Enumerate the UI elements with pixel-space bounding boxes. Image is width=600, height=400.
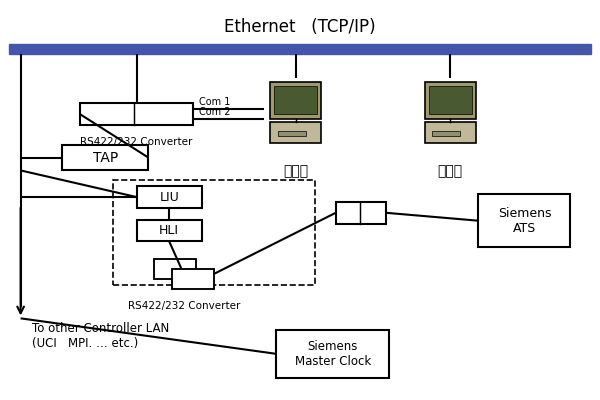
Bar bbox=[425, 82, 476, 119]
Bar bbox=[62, 145, 148, 170]
Text: Com 2: Com 2 bbox=[199, 107, 230, 117]
Text: RS422/232 Converter: RS422/232 Converter bbox=[80, 137, 193, 147]
Text: Siemens
ATS: Siemens ATS bbox=[497, 207, 551, 235]
Text: Siemens
Master Clock: Siemens Master Clock bbox=[295, 340, 371, 368]
Bar bbox=[428, 86, 472, 114]
Bar bbox=[9, 44, 591, 54]
Text: LIU: LIU bbox=[160, 190, 179, 204]
Bar bbox=[80, 103, 193, 125]
Bar bbox=[278, 131, 306, 136]
Text: TAP: TAP bbox=[92, 150, 118, 164]
Bar bbox=[478, 194, 571, 247]
Text: HLI: HLI bbox=[159, 224, 179, 237]
Text: 备份站: 备份站 bbox=[437, 164, 463, 178]
Bar bbox=[270, 122, 321, 143]
Bar bbox=[335, 202, 386, 224]
Bar bbox=[172, 269, 214, 289]
Bar bbox=[154, 259, 196, 279]
Text: RS422/232 Converter: RS422/232 Converter bbox=[128, 300, 240, 310]
Bar bbox=[270, 82, 321, 119]
Bar bbox=[137, 186, 202, 208]
Text: 工作站: 工作站 bbox=[283, 164, 308, 178]
Bar bbox=[137, 220, 202, 242]
Bar bbox=[113, 180, 315, 285]
Bar bbox=[432, 131, 460, 136]
Bar bbox=[425, 122, 476, 143]
Text: Ethernet   (TCP/IP): Ethernet (TCP/IP) bbox=[224, 18, 376, 36]
Text: To other Controller LAN
(UCI   MPI. … etc.): To other Controller LAN (UCI MPI. … etc.… bbox=[32, 322, 170, 350]
Bar bbox=[274, 86, 317, 114]
Bar bbox=[276, 330, 389, 378]
Text: Com 1: Com 1 bbox=[199, 98, 230, 108]
